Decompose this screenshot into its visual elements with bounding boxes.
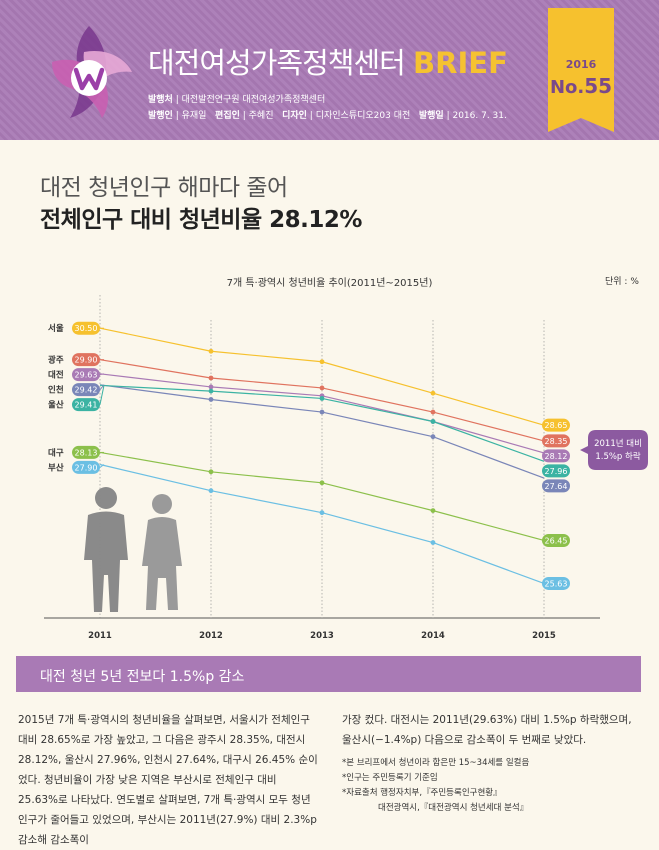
- issue-number: No.55: [549, 74, 613, 98]
- end-value-label: 27.96: [545, 467, 568, 476]
- x-tick-label: 2011: [88, 631, 112, 641]
- end-value-label: 28.65: [545, 421, 568, 430]
- city-label: 울산: [48, 400, 64, 411]
- city-label: 서울: [48, 323, 64, 334]
- headline-main: 전체인구 대비 청년비율 28.12%: [40, 207, 362, 233]
- x-tick-label: 2014: [421, 631, 445, 641]
- start-value-badge: [72, 353, 100, 367]
- data-point: [208, 488, 214, 494]
- data-point: [208, 348, 214, 354]
- center-logo-icon: [52, 26, 132, 118]
- footnote: *인구는 주민등록기 기준임: [342, 773, 438, 783]
- chart-title: 7개 특·광역시 청년비율 추이(2011년~2015년): [226, 278, 433, 289]
- data-point: [208, 384, 214, 390]
- city-label: 대구: [48, 447, 64, 458]
- start-value-label: 27.90: [75, 463, 98, 472]
- city-label: 부산: [48, 462, 64, 473]
- end-value-badge: [542, 464, 570, 478]
- issue-ribbon: 2016 No.55: [548, 8, 614, 132]
- data-point: [430, 508, 436, 514]
- body-column-2: 가장 컸다. 대전시는 2011년(29.63%) 대비 1.5%p 하락했으며…: [342, 714, 632, 746]
- end-value-label: 26.45: [545, 536, 568, 545]
- brand-title: 대전여성가족정책센터 BRIEF: [148, 46, 508, 80]
- start-value-label: 28.13: [75, 448, 98, 457]
- data-point: [319, 359, 325, 365]
- x-tick-label: 2012: [199, 631, 223, 641]
- section-title: 대전 청년 5년 전보다 1.5%p 감소: [40, 669, 245, 685]
- youth-ratio-chart: 7개 특·광역시 청년비율 추이(2011년~2015년) 단위 : % 30.…: [0, 260, 659, 650]
- start-value-badge: [72, 321, 100, 335]
- data-point: [430, 419, 436, 424]
- footnote: *본 브리프에서 청년이라 함은만 15~34세를 일컬음: [342, 758, 530, 768]
- city-label: 광주: [48, 355, 64, 366]
- data-point: [319, 409, 325, 415]
- publisher-line: 발행처 | 대전발전연구원 대전여성가족정책센터: [148, 95, 326, 105]
- end-value-badge: [542, 449, 570, 463]
- data-point: [319, 480, 325, 486]
- footnotes: *본 브리프에서 청년이라 함은만 15~34세를 일컬음 *인구는 주민등록기…: [342, 756, 642, 816]
- start-value-badge: [72, 460, 100, 474]
- start-value-badge: [72, 383, 100, 397]
- chart-unit: 단위 : %: [605, 277, 639, 287]
- end-value-badge: [542, 479, 570, 493]
- headline-sub: 대전 청년인구 해마다 줄어: [40, 175, 288, 201]
- end-value-label: 27.64: [545, 482, 568, 491]
- data-point: [319, 396, 325, 401]
- end-value-badge: [542, 418, 570, 432]
- start-value-label: 29.63: [75, 371, 98, 380]
- data-point: [319, 385, 325, 391]
- editorial-line: 발행인 | 유재일 편집인 | 주혜진 디자인 | 디자인스튜디오203 대전 …: [148, 111, 507, 121]
- end-value-label: 28.35: [545, 437, 568, 446]
- data-point: [208, 388, 214, 394]
- data-point: [430, 434, 436, 440]
- data-point: [208, 375, 214, 381]
- start-value-label: 29.90: [75, 356, 98, 365]
- footnote: *자료출처 행정자치부,『주민등록인구현황』: [342, 788, 502, 798]
- data-point: [430, 390, 436, 396]
- issue-year: 2016: [565, 58, 597, 71]
- body-column-1: 2015년 7개 특·광역시의 청년비율을 살펴보면, 서울시가 전체인구 대비…: [18, 714, 318, 846]
- decline-callout: 2011년 대비 1.5%p 하락: [580, 430, 648, 470]
- city-label: 인천: [48, 385, 64, 396]
- data-point: [319, 510, 325, 516]
- start-value-label: 29.41: [75, 401, 98, 410]
- data-point: [430, 540, 436, 545]
- start-value-label: 29.42: [75, 386, 98, 395]
- footnote: 대전광역시,『대전광역시 청년세대 분석』: [378, 803, 529, 813]
- data-point: [208, 469, 214, 475]
- end-value-label: 28.12: [545, 452, 568, 461]
- data-point: [430, 409, 436, 415]
- end-value-badge: [542, 434, 570, 448]
- end-value-label: 25.63: [545, 579, 568, 588]
- start-value-badge: [72, 368, 100, 382]
- x-tick-label: 2013: [310, 631, 334, 641]
- end-value-badge: [542, 533, 570, 547]
- x-tick-label: 2015: [532, 631, 556, 641]
- end-value-badge: [542, 576, 570, 590]
- people-figures-icon: [84, 487, 182, 612]
- callout-line-1: 2011년 대비: [594, 438, 642, 449]
- start-value-badge: [72, 398, 100, 412]
- callout-line-2: 1.5%p 하락: [595, 451, 641, 462]
- chart-svg: 30.50 서울 28.65 29.90 광주 28.35 29.63 대전 28.12 29.4…: [44, 295, 648, 641]
- section-band: [16, 656, 641, 692]
- city-label: 대전: [48, 370, 64, 381]
- data-point: [208, 397, 214, 402]
- start-value-badge: [72, 445, 100, 459]
- start-value-label: 30.50: [75, 324, 98, 333]
